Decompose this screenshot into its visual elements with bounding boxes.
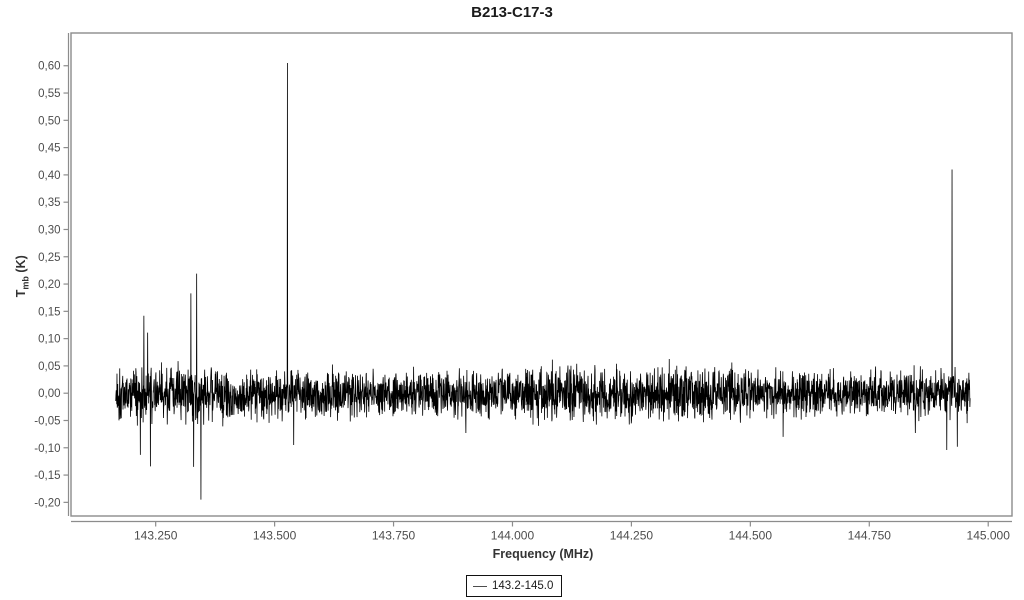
y-tick-label: 0,20 xyxy=(38,279,60,291)
y-tick-label: 0,55 xyxy=(38,88,60,100)
y-tick-label: 0,30 xyxy=(38,224,60,236)
spectrum-series-line xyxy=(115,63,971,500)
y-tick-label: 0,60 xyxy=(38,61,60,73)
x-axis-label: Frequency (MHz) xyxy=(492,547,594,561)
y-tick-label: -0,20 xyxy=(34,497,60,509)
x-tick-label: 143.500 xyxy=(253,529,297,543)
x-tick-label: 143.750 xyxy=(372,529,416,543)
legend-line-sample-icon xyxy=(473,585,487,587)
y-tick-label: 0,50 xyxy=(38,115,60,127)
y-tick-label: 0,35 xyxy=(38,197,60,209)
y-tick-label: -0,05 xyxy=(34,415,60,427)
x-tick-label: 144.750 xyxy=(848,529,892,543)
x-tick-label: 145.000 xyxy=(967,529,1011,543)
y-axis-label: Tmb (K) xyxy=(14,236,31,316)
y-tick-label: 0,10 xyxy=(38,334,60,346)
y-tick-label: -0,15 xyxy=(34,470,60,482)
x-tick-label: 144.250 xyxy=(610,529,654,543)
y-tick-label: 0,45 xyxy=(38,143,60,155)
chart-title: B213-C17-3 xyxy=(471,4,553,21)
y-axis-label-symbol: T xyxy=(13,289,28,298)
y-tick-label: 0,00 xyxy=(38,388,60,400)
y-axis-label-subscript: mb xyxy=(20,276,31,290)
x-tick-label: 144.000 xyxy=(491,529,535,543)
x-tick-label: 143.250 xyxy=(134,529,178,543)
y-tick-label: -0,10 xyxy=(34,443,60,455)
y-tick-label: 0,05 xyxy=(38,361,60,373)
y-axis-label-unit: (K) xyxy=(13,255,28,277)
legend: 143.2-145.0 xyxy=(466,575,563,597)
y-tick-label: 0,40 xyxy=(38,170,60,182)
legend-label: 143.2-145.0 xyxy=(492,580,554,592)
plot-border xyxy=(70,32,1013,517)
y-tick-label: 0,25 xyxy=(38,252,60,264)
y-tick-label: 0,15 xyxy=(38,306,60,318)
x-tick-label: 144.500 xyxy=(729,529,773,543)
